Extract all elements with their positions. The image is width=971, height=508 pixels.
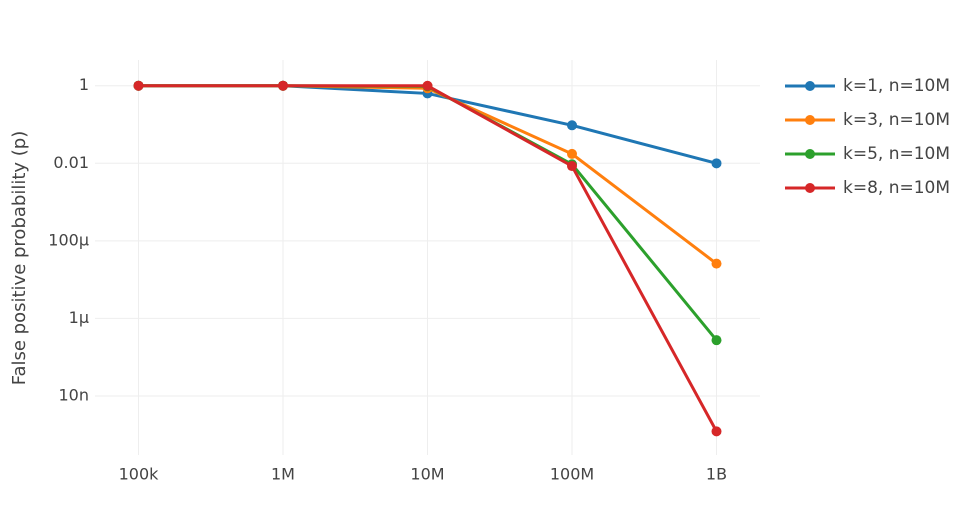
- legend-label: k=3, n=10M: [843, 110, 950, 130]
- data-point: [567, 120, 578, 131]
- y-tick-label: 0.01: [53, 153, 89, 172]
- y-tick-label: 10n: [59, 385, 90, 404]
- y-tick-label: 1: [79, 75, 89, 94]
- data-point: [567, 161, 578, 172]
- data-point: [277, 80, 288, 91]
- legend-marker: [805, 149, 815, 159]
- legend-label: k=1, n=10M: [843, 76, 950, 96]
- x-tick-label: 100M: [550, 465, 594, 484]
- data-point: [711, 426, 722, 437]
- legend-marker: [805, 183, 815, 193]
- data-point: [133, 80, 144, 91]
- x-tick-label: 1M: [271, 465, 295, 484]
- legend-label: k=5, n=10M: [843, 144, 950, 164]
- legend-label: k=8, n=10M: [843, 178, 950, 198]
- y-axis-title: False positive probability (p): [9, 131, 30, 385]
- x-tick-label: 1B: [706, 465, 727, 484]
- data-point: [711, 158, 722, 169]
- y-tick-label: 1µ: [69, 308, 89, 327]
- legend-marker: [805, 81, 815, 91]
- x-tick-label: 100k: [119, 465, 160, 484]
- data-point: [711, 335, 722, 346]
- data-point: [422, 80, 433, 91]
- data-point: [711, 258, 722, 269]
- x-tick-label: 10M: [410, 465, 444, 484]
- y-tick-label: 100µ: [48, 230, 89, 249]
- legend-marker: [805, 115, 815, 125]
- data-point: [567, 148, 578, 159]
